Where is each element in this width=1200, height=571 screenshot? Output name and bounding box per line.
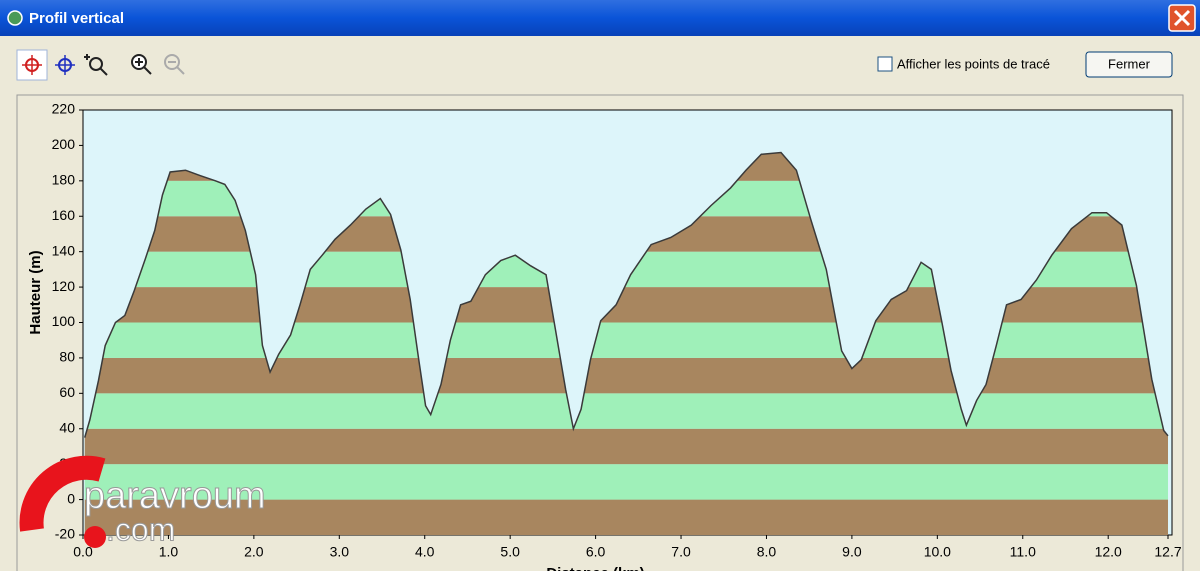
zoom-box[interactable] xyxy=(84,54,108,76)
close-dialog-button[interactable]: Fermer xyxy=(1085,51,1173,78)
zoom-out[interactable] xyxy=(164,54,185,75)
y-tick-label: 40 xyxy=(59,419,75,435)
x-tick-label: 2.0 xyxy=(244,544,264,560)
x-tick-label: 5.0 xyxy=(500,544,520,560)
x-tick-label: 12.7 xyxy=(1154,544,1181,560)
y-tick-label: 100 xyxy=(52,313,76,329)
window-title: Profil vertical xyxy=(29,10,124,27)
x-tick-label: 4.0 xyxy=(415,544,435,560)
x-tick-label: 7.0 xyxy=(671,544,691,560)
elevation-band xyxy=(84,393,1168,429)
x-tick-label: 12.0 xyxy=(1095,544,1122,560)
watermark: paravroum .com xyxy=(19,455,266,548)
x-tick-label: 8.0 xyxy=(757,544,777,560)
crosshair-blue[interactable] xyxy=(55,55,75,75)
app-icon xyxy=(7,10,23,26)
x-tick-label: 10.0 xyxy=(924,544,951,560)
x-tick-label: 9.0 xyxy=(842,544,862,560)
checkbox-label[interactable]: Afficher les points de tracé xyxy=(897,56,1050,71)
profile-line xyxy=(83,151,1169,438)
x-tick-label: 11.0 xyxy=(1010,544,1036,560)
elevation-band xyxy=(84,499,1168,535)
zoom-in[interactable] xyxy=(131,54,152,75)
y-tick-label: 220 xyxy=(52,101,76,117)
y-tick-label: 0 xyxy=(67,490,75,506)
y-tick-label: 140 xyxy=(52,242,76,258)
y-axis-label: Hauteur (m) xyxy=(27,250,44,334)
y-tick-label: 180 xyxy=(52,172,76,188)
y-tick-label: 80 xyxy=(59,349,75,365)
y-tick-label: 60 xyxy=(59,384,75,400)
x-tick-label: 0.0 xyxy=(73,544,93,560)
elevation-band xyxy=(84,464,1168,500)
crosshair-red[interactable] xyxy=(16,49,48,81)
button-label[interactable]: Fermer xyxy=(1108,56,1151,71)
x-tick-label: 6.0 xyxy=(586,544,606,560)
title-bar xyxy=(0,0,1200,36)
x-tick-label: 3.0 xyxy=(330,544,350,560)
close-button[interactable] xyxy=(1168,4,1196,32)
watermark-brand: paravroum xyxy=(84,475,266,517)
y-tick-label: -20 xyxy=(55,526,75,542)
y-tick-label: 200 xyxy=(52,136,76,152)
checkbox[interactable] xyxy=(877,56,893,72)
elevation-band xyxy=(84,428,1168,465)
y-tick-label: 160 xyxy=(52,207,76,223)
elevation-band xyxy=(84,322,1168,358)
x-axis-label: Distance (km) xyxy=(546,565,644,571)
watermark-suffix: .com xyxy=(106,511,175,547)
toolbar-icons xyxy=(16,49,185,81)
elevation-band xyxy=(84,357,1168,394)
y-tick-label: 120 xyxy=(52,278,76,294)
x-tick-label: 1.0 xyxy=(159,544,179,560)
